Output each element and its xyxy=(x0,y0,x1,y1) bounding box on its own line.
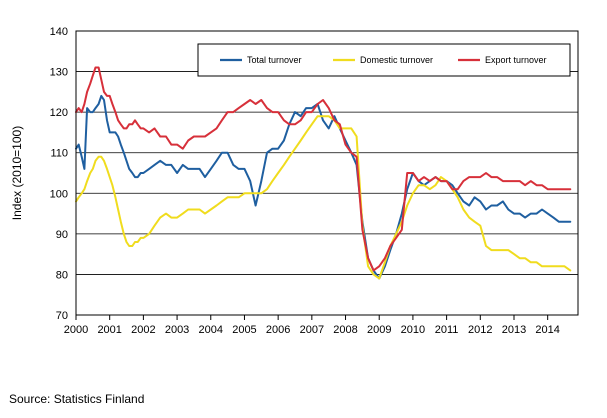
x-tick-label: 2007 xyxy=(300,324,324,336)
legend-label-3: Export turnover xyxy=(485,55,547,65)
x-tick-label: 2012 xyxy=(468,324,492,336)
x-tick-label: 2008 xyxy=(333,324,357,336)
series-line-2 xyxy=(75,115,572,280)
x-tick-label: 2014 xyxy=(535,324,559,336)
legend-box xyxy=(197,43,571,77)
plot-frame xyxy=(75,30,579,316)
x-tick-label: 2005 xyxy=(232,324,256,336)
y-tick-label: 110 xyxy=(50,148,68,160)
y-tick-label: 140 xyxy=(50,26,68,38)
x-axis-ticks: 2000 2001 2002 2003 2004 2005 2006 2007 2008 2009… xyxy=(64,315,560,336)
y-tick-label: 90 xyxy=(56,229,68,241)
x-tick-label: 2001 xyxy=(97,324,121,336)
y-tick-label: 100 xyxy=(50,188,68,200)
y-tick-label: 70 xyxy=(56,310,68,322)
legend-label-2: Domestic turnover xyxy=(360,55,433,65)
x-tick-label: 2011 xyxy=(435,324,459,336)
series-line-3 xyxy=(75,66,572,272)
x-tick-label: 2000 xyxy=(64,324,88,336)
y-tick-label: 80 xyxy=(56,269,68,281)
series-line-1 xyxy=(75,94,572,280)
y-axis-label: Index (2010=100) xyxy=(10,126,24,220)
legend-label-1: Total turnover xyxy=(247,55,302,65)
legend: Total turnover Domestic turnover Export tu… xyxy=(197,43,571,77)
x-tick-label: 2009 xyxy=(367,324,391,336)
x-tick-label: 2003 xyxy=(165,324,189,336)
series-lines xyxy=(75,66,572,280)
x-tick-label: 2013 xyxy=(502,324,526,336)
grid-lines xyxy=(76,71,578,275)
y-axis-ticks: 70 80 90 100 110 120 130 140 xyxy=(50,26,68,322)
x-tick-label: 2006 xyxy=(266,324,290,336)
x-tick-label: 2010 xyxy=(401,324,425,336)
source-note: Source: Statistics Finland xyxy=(9,392,145,406)
y-tick-label: 130 xyxy=(50,67,68,79)
x-tick-label: 2002 xyxy=(131,324,155,336)
x-tick-label: 2004 xyxy=(199,324,223,336)
y-tick-label: 120 xyxy=(50,107,68,119)
